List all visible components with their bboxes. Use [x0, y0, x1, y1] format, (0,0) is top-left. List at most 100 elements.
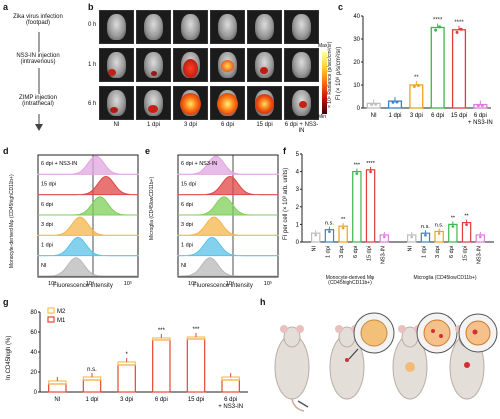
x-tick-label: NI: [54, 397, 60, 403]
series-label: 1 dpi: [181, 243, 193, 249]
x-tick-label: 6 dpi: [224, 397, 237, 403]
series-label: 6 dpi + NS3-IN: [181, 161, 217, 167]
data-point: [434, 28, 438, 32]
x-tick-label: 1 dpi: [85, 397, 98, 403]
x-tick-label: NI: [408, 246, 414, 252]
ivis-image: [284, 10, 319, 44]
data-point: [374, 102, 378, 106]
x-tick-label: 3 dpi: [410, 113, 423, 119]
chart-c: 0 10 20 30 40 NI 1 dpi ** 3 dpi **** 6 dpi **** 15 d…: [353, 14, 493, 126]
chart-d: 10³ 10⁴ 10⁵ 6 dpi + NS3-IN 15 dpi 6 dpi 3 dpi 1…: [37, 154, 139, 287]
significance-label: **: [414, 75, 419, 81]
workflow-step-zimp-injection: ZIMP injection (intrathecal): [19, 95, 57, 108]
bar: [365, 169, 376, 243]
data-point: [480, 103, 484, 107]
ivis-image: [173, 48, 208, 82]
bar: [152, 339, 171, 393]
ivis-image: [99, 48, 134, 82]
y-tick-label: 0: [357, 106, 361, 112]
panel-label-d: d: [3, 146, 9, 156]
x-tick-label: 3 dpi: [120, 397, 133, 403]
y-tick-label: 40: [30, 350, 37, 356]
data-point: [455, 30, 459, 34]
significance-label: *: [125, 352, 128, 358]
chart-f-ylabel: FI per cell (× 10³ arb. units): [283, 167, 289, 240]
y-tick-label: 4: [296, 170, 300, 176]
bar: [473, 103, 488, 109]
data-point: [341, 226, 345, 230]
y-tick-label: 40: [353, 14, 360, 20]
chart-f-group-label: Monocyte-derived Mφ (CD45highCD11b+): [325, 275, 375, 287]
x-tick-label: 6 dpi: [474, 113, 487, 119]
bar: [82, 379, 102, 393]
bar: [48, 383, 67, 393]
ivis-image: [247, 48, 282, 82]
bar: [117, 361, 136, 366]
series-label: NI: [181, 263, 187, 269]
x-tick-label: 1 dpi: [388, 113, 401, 119]
x-tick-label: NS3-IN: [476, 246, 482, 264]
bar: [366, 102, 381, 109]
series-label: 6 dpi + NS3-IN: [41, 161, 77, 167]
significance-label: ****: [454, 20, 464, 26]
col-label: 1 dpi: [146, 122, 160, 128]
significance-label: ****: [366, 161, 375, 167]
x-tick-label: 10³: [48, 281, 56, 287]
data-point: [416, 84, 420, 88]
data-point: [478, 235, 482, 239]
significance-label: ***: [192, 327, 200, 333]
y-tick-label: 10: [353, 83, 360, 89]
bar: [221, 376, 240, 381]
bar: [352, 171, 362, 243]
x-tick-label: + NS3-IN: [468, 120, 493, 126]
histogram-series: [37, 155, 139, 175]
panel-label-b: b: [88, 2, 94, 12]
chart-g-ylabel: In CD45high (%): [6, 335, 12, 380]
chart-e: 10³ 10⁴ 10⁵ 6 dpi + NS3-IN 15 dpi 6 dpi 3 dpi 1…: [177, 154, 279, 287]
ivis-image: [210, 86, 245, 120]
data-point: [370, 102, 374, 106]
significance-label: ****: [433, 18, 443, 24]
histogram-series: [37, 236, 139, 257]
chart-f-group-label: Microglia (CD45lowCD11b+): [413, 275, 477, 281]
row-label-6h: 6 h: [88, 101, 97, 107]
data-point: [451, 225, 455, 228]
bar: [387, 100, 403, 109]
data-point: [476, 104, 480, 108]
significance-label: n.s.: [421, 224, 430, 230]
colorbar-max: Max: [318, 43, 328, 49]
series-label: 6 dpi: [181, 202, 193, 208]
chart-e-xlabel: Fluorescence intensity: [193, 283, 253, 289]
plot-frame: [37, 154, 139, 278]
data-point: [391, 100, 395, 104]
x-tick-label: 3 dpi: [339, 246, 345, 258]
mouse-illustration: [274, 325, 310, 412]
y-tick-label: 60: [30, 330, 37, 336]
series-label: 1 dpi: [41, 243, 53, 249]
bar: [48, 380, 67, 385]
y-tick-label: 0: [296, 240, 300, 246]
row-label-1h: 1 h: [88, 62, 97, 68]
workflow-step-infection: Zika virus infection (footpad): [13, 14, 63, 27]
x-tick-label: 6 dpi: [155, 397, 168, 403]
series-label: 3 dpi: [181, 222, 193, 228]
bar: [186, 338, 206, 393]
x-tick-label: 10⁵: [124, 280, 132, 287]
data-point: [412, 84, 416, 88]
data-point: [355, 172, 359, 175]
ivis-image: [136, 86, 171, 120]
y-tick-label: 30: [353, 37, 360, 43]
significance-label: ***: [158, 328, 166, 334]
bar: [430, 26, 445, 109]
x-tick-label: 15 dpi: [188, 397, 204, 403]
ivis-image: [99, 10, 134, 44]
bar: [451, 29, 467, 109]
significance-label: ***: [354, 163, 361, 169]
y-tick-label: 2: [296, 205, 300, 211]
panel-h-illustration: [274, 312, 498, 412]
chart-e-ylabel: Microglia (CD45lowCD11b+): [149, 176, 155, 240]
legend-label: M1: [57, 318, 66, 324]
x-tick-label: 6 dpi: [449, 246, 455, 258]
histogram-series: [177, 155, 279, 175]
